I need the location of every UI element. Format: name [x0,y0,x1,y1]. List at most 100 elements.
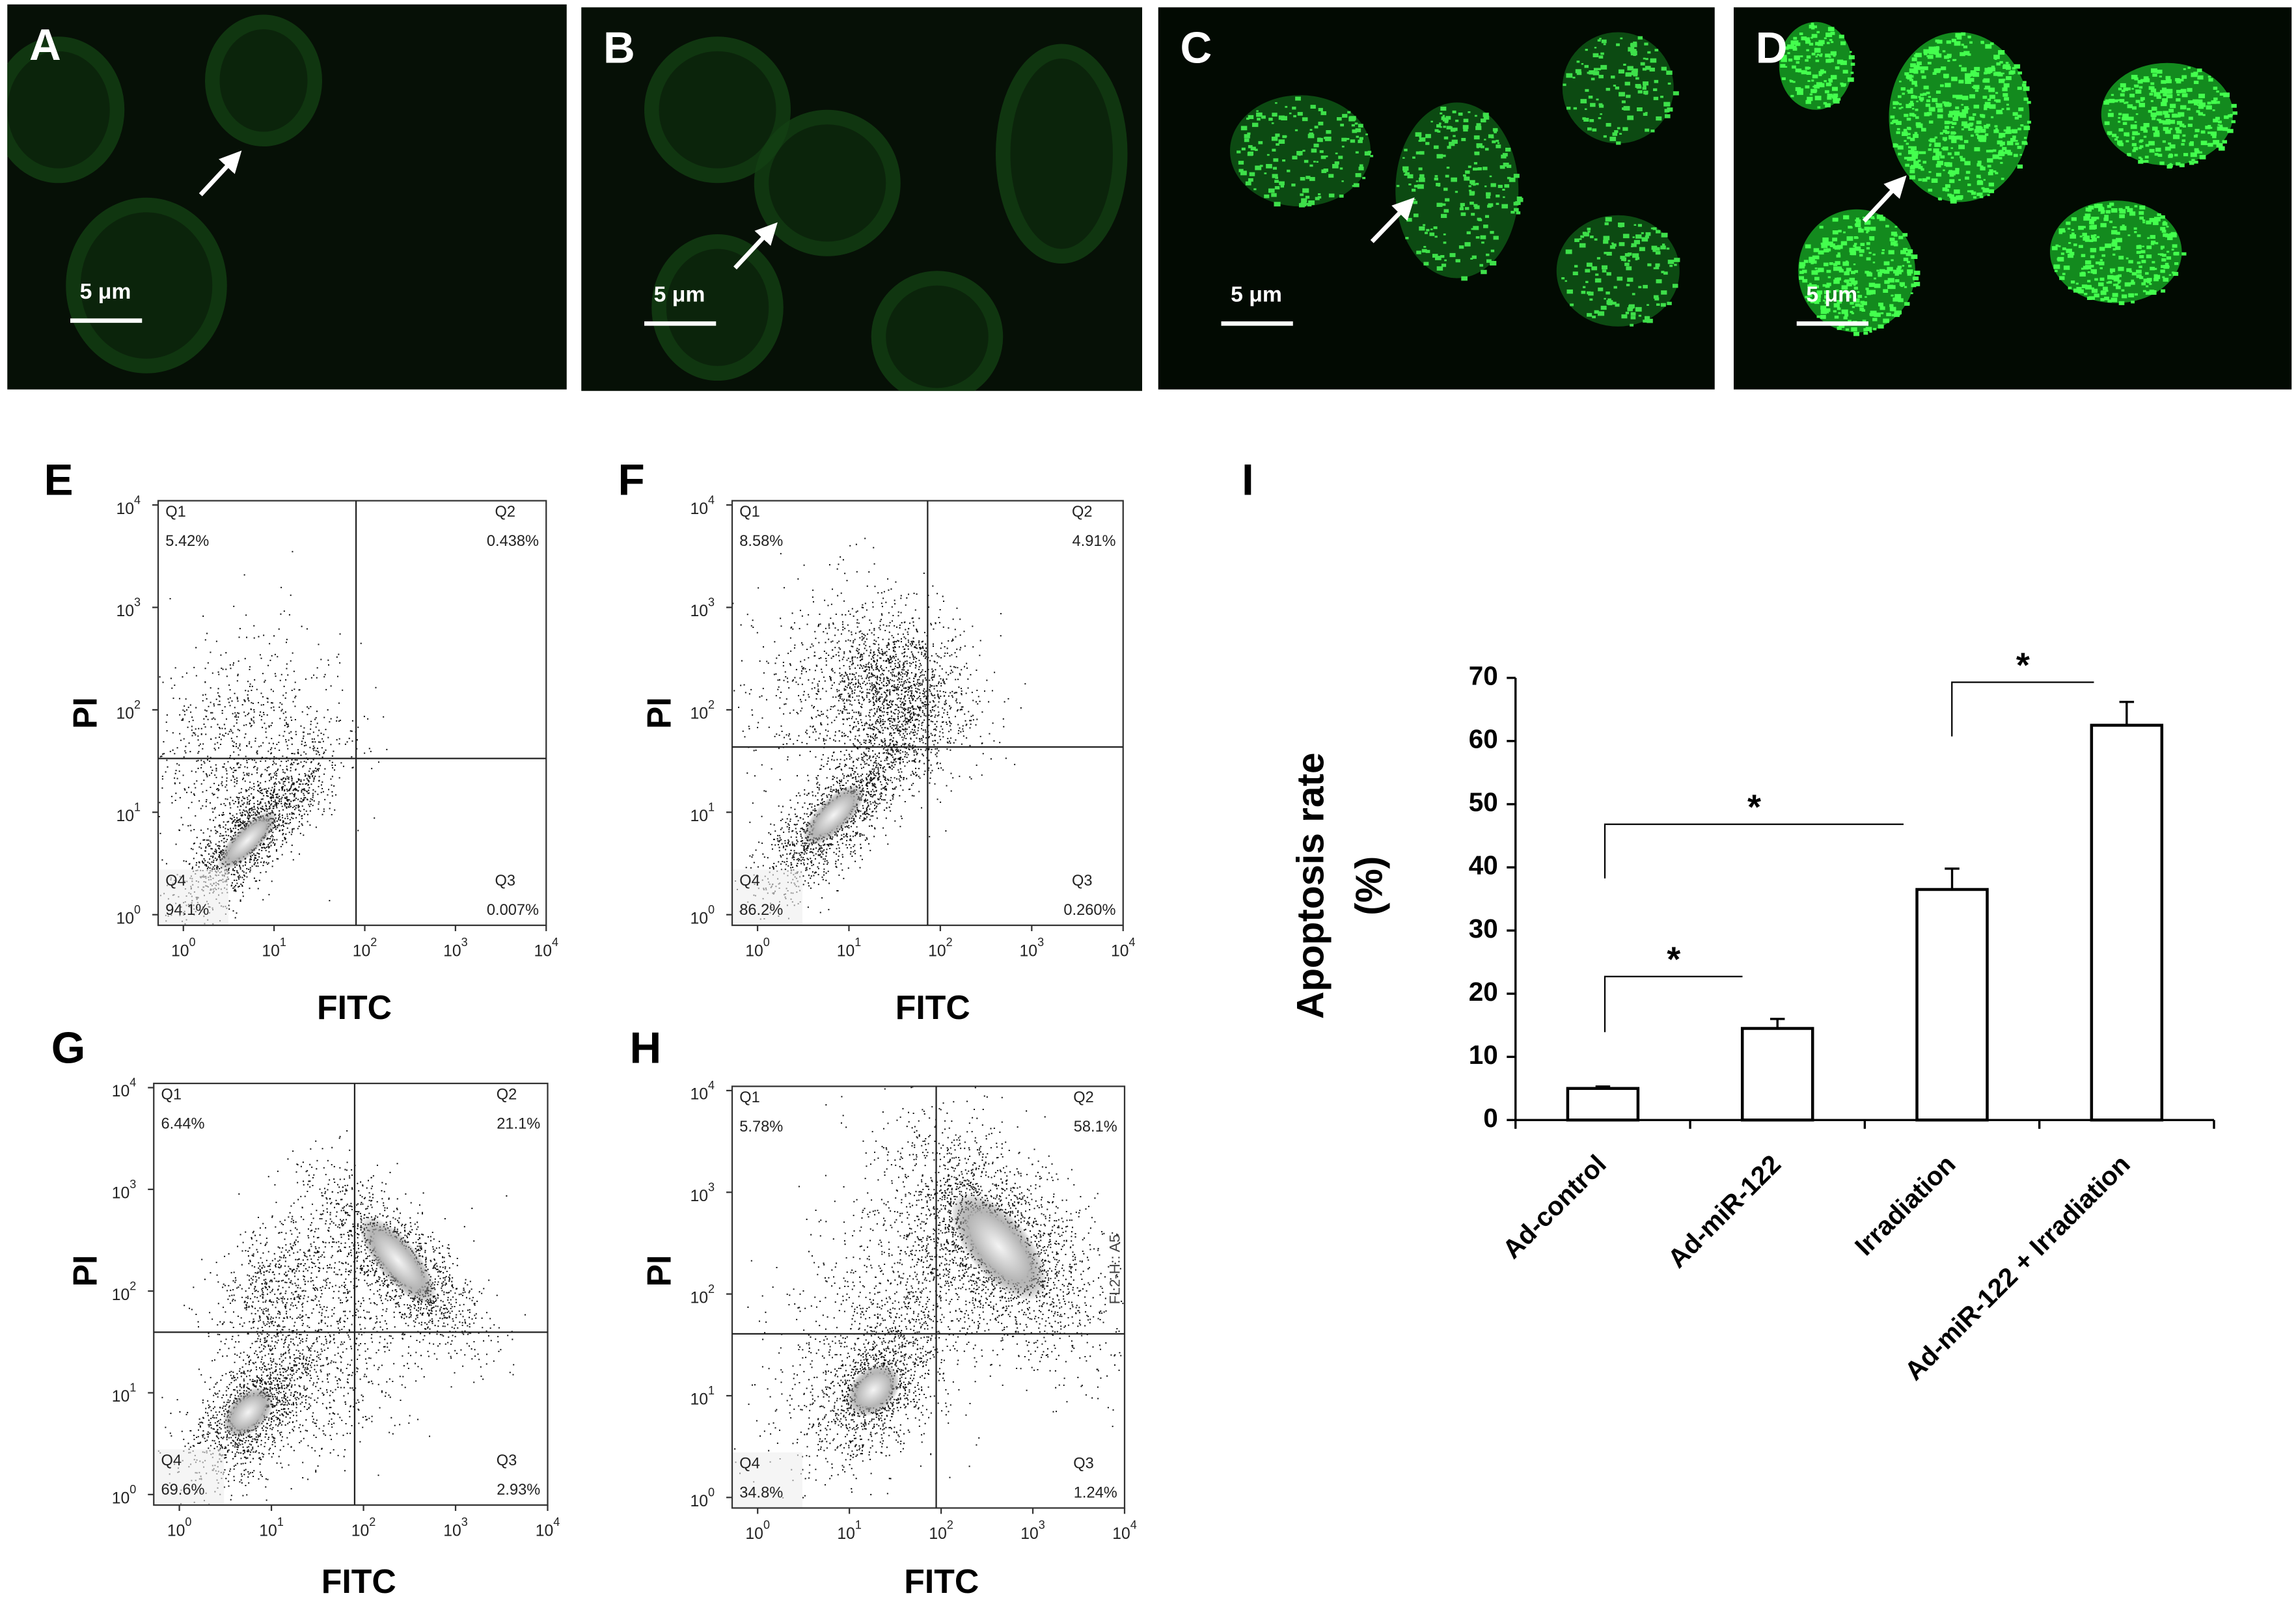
quadrant-name: Q3 [495,873,516,889]
tick-exponent: 2 [947,1518,953,1531]
y-tick-label: 100 [116,903,141,927]
panel-label: B [603,24,635,73]
quadrant-percent: 58.1% [1074,1119,1117,1135]
cell [1556,215,1680,327]
density-core [223,1387,274,1438]
tick-base: 10 [690,1391,708,1408]
panel-label: C [1181,24,1212,73]
tick-base: 10 [1020,942,1038,960]
y-tick-label: 100 [690,1486,715,1510]
plot-frame [153,1082,549,1506]
bar [2090,724,2164,1122]
density-core [847,1363,900,1417]
y-tick-label: 102 [112,1279,137,1303]
cell [1230,95,1371,207]
x-tick-label: 102 [351,1515,376,1540]
tick-base: 10 [690,1085,708,1103]
panel-label: H [630,1024,662,1072]
tick-exponent: 1 [134,800,141,813]
y-tick-label: 103 [690,595,715,619]
tick-exponent: 3 [461,936,468,949]
tick-exponent: 0 [189,936,196,949]
y-axis-label: Apoptosis rate [1290,752,1332,1019]
x-tick-label: 103 [1020,1518,1045,1542]
y-tick-label: 0 [1483,1103,1498,1133]
quadrant-percent: 86.2% [739,902,783,919]
tick-base: 10 [745,1525,763,1543]
quadrant-name: Q2 [497,1086,517,1103]
x-tick-label: 104 [534,936,558,960]
x-tick-label: 101 [259,1515,284,1540]
tick-base: 10 [443,942,461,960]
microscopy-row: A 5 μm B 5 μm C 5 μm D 5 μm [7,4,2292,391]
tick-exponent: 2 [134,698,141,711]
tick-exponent: 3 [134,595,141,608]
tick-exponent: 3 [708,595,715,608]
y-tick-label: 104 [116,493,141,517]
density-core [359,1216,437,1305]
quadrant-percent: 2.93% [497,1482,540,1499]
tick-exponent: 2 [130,1279,136,1292]
y-tick-label: 104 [112,1076,137,1100]
x-tick-label: 104 [1112,1518,1137,1542]
tick-exponent: 0 [708,903,715,916]
x-tick-label: 100 [167,1515,192,1540]
error-bar [2119,700,2135,726]
x-tick-label: Ad-control [1497,1149,1612,1264]
y-axis-label: PI [66,697,104,729]
x-tick-label: 104 [1111,936,1136,960]
tick-exponent: 3 [1037,936,1044,949]
y-tick-label: 102 [690,698,715,722]
micrograph: D 5 μm [1734,7,2292,390]
cell-texture [2103,66,2237,169]
quadrant-percent: 69.6% [161,1482,205,1499]
tick-base: 10 [536,1522,554,1540]
events [157,1130,526,1505]
density-core [802,783,865,847]
tick-base: 10 [353,942,371,960]
y-tick-label: 100 [690,903,715,927]
tick-base: 10 [351,1522,370,1540]
tick-base: 10 [259,1522,277,1540]
tick-exponent: 2 [708,698,715,711]
quadrant-name: Q3 [497,1452,517,1469]
x-tick-label: 101 [262,936,286,960]
tick-base: 10 [929,1525,947,1543]
tick-base: 10 [1112,1525,1130,1543]
tick-base: 10 [112,1388,130,1405]
tick-exponent: 2 [370,936,377,949]
scale-bar-label: 5 μm [1231,282,1282,306]
tick-exponent: 1 [277,1515,284,1528]
x-tick-label: 101 [837,1518,862,1542]
arrow [198,150,242,197]
y-tick-label: 101 [690,1384,715,1408]
panel-label: A [29,21,61,70]
cells [1230,32,1680,327]
tick-exponent: 4 [1129,936,1136,949]
tick-base: 10 [112,1083,130,1100]
y-tick-label: 60 [1469,724,1498,754]
y-axis-unit: (%) [1348,856,1391,916]
tick-exponent: 1 [708,800,715,813]
quadrant-percent: 0.007% [487,902,539,919]
tick-exponent: 3 [1039,1518,1045,1531]
tick-base: 10 [690,910,708,927]
y-tick-label: 101 [112,1381,137,1405]
tick-exponent: 0 [130,1483,136,1496]
micrograph: A 5 μm [7,4,567,390]
tick-base: 10 [262,942,280,960]
quadrant-name: Q1 [161,1086,182,1103]
quadrant-percent: 21.1% [497,1115,540,1132]
y-tick-label: 104 [690,493,715,517]
quadrant-percent: 5.42% [165,533,209,550]
x-tick-label: 102 [353,936,377,960]
plot-frame [731,1085,1126,1509]
significance-bracket [1951,681,2094,737]
cell [66,197,227,373]
instrument-label: FL2-H:: A5 [1106,1234,1123,1305]
tick-exponent: 0 [763,936,770,949]
error-bar [1945,867,1960,889]
density-core [217,810,278,871]
x-tick-label: 102 [928,936,953,960]
tick-exponent: 0 [763,1518,770,1531]
